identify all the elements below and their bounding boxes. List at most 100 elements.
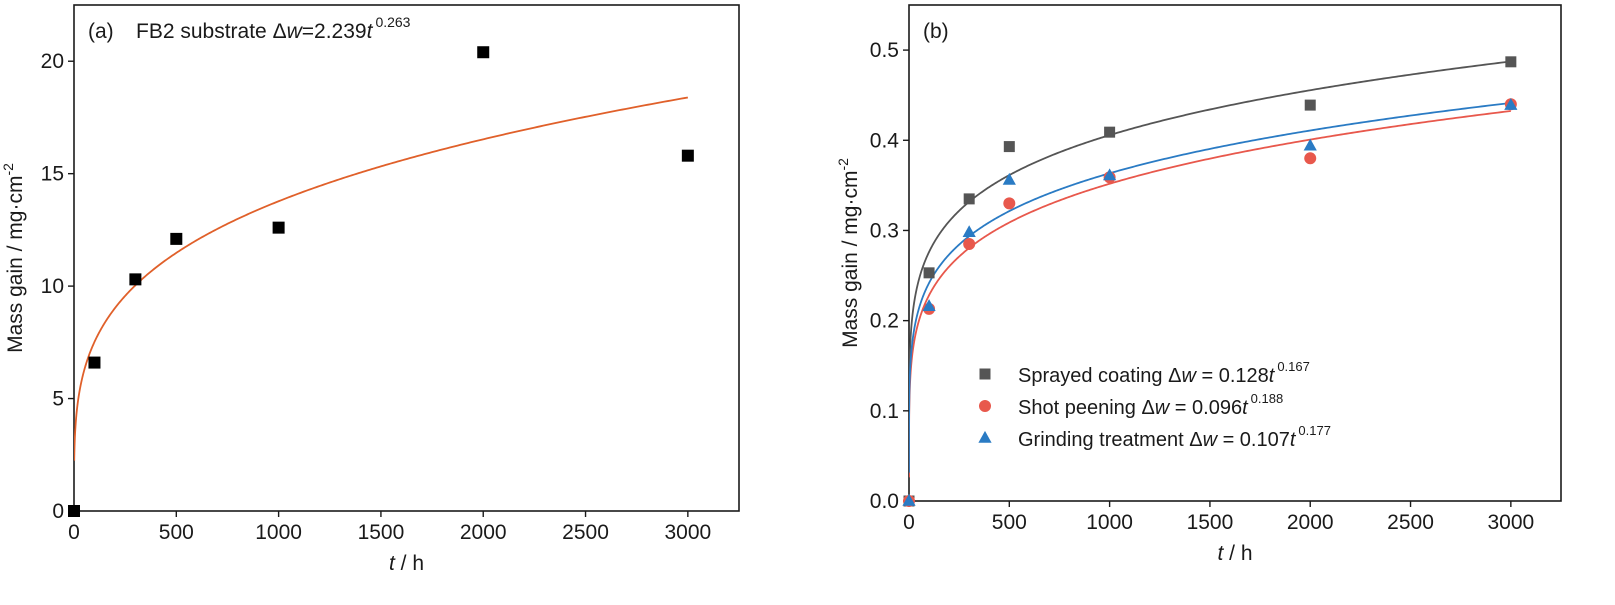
legend-series-name: Sprayed coating [1018, 365, 1168, 387]
data-point [477, 46, 490, 59]
plot-frame [908, 4, 1562, 502]
legend-t: t [1269, 365, 1276, 387]
y-tick-label: 0.4 [870, 129, 900, 152]
x-axis-var: t [389, 552, 396, 575]
legend-entry: Shot peening Δw = 0.096t 0.188 [1018, 391, 1283, 419]
y-tick-label: 0 [52, 500, 64, 523]
data-point [1002, 172, 1016, 185]
fit-curve-1 [909, 60, 1511, 465]
x-tick-label: 1000 [255, 521, 302, 544]
legend-delta: Δ [1141, 397, 1154, 419]
data-point [1104, 126, 1116, 138]
y-axis-exponent: -2 [835, 158, 851, 171]
legend-series-name: Shot peening [1018, 397, 1141, 419]
y-axis-text: Mass gain / mg·cm [4, 176, 27, 353]
legend-delta: Δ [1189, 429, 1202, 451]
x-axis-label: t / h [1217, 542, 1252, 565]
legend-w: w [1181, 365, 1197, 387]
panel-label: (b) [923, 20, 949, 43]
y-axis-text: Mass gain / mg·cm [839, 171, 862, 348]
legend-entry: Sprayed coating Δw = 0.128t 0.167 [1018, 359, 1310, 387]
equation-w: w [287, 20, 304, 43]
fit-equation: FB2 substrate Δw=2.239t 0.263 [136, 14, 411, 43]
y-axis-label: Mass gain / mg·cm-2 [0, 163, 27, 353]
y-tick-label: 5 [52, 388, 64, 411]
data-point [88, 356, 101, 369]
legend-marker [978, 430, 992, 443]
y-tick-label: 0.1 [870, 400, 899, 423]
legend-delta: Δ [1168, 365, 1181, 387]
y-tick-label: 0.2 [870, 310, 899, 333]
equation-delta: Δ [273, 20, 287, 43]
data-point [963, 193, 975, 205]
equation-exponent: 0.263 [375, 14, 410, 30]
data-point [1304, 99, 1316, 111]
legend-exponent: 0.167 [1277, 359, 1310, 374]
legend-exponent: 0.177 [1298, 423, 1331, 438]
equation-prefix: FB2 substrate [136, 20, 273, 43]
panel-b: 0 500 1000 1500 2000 2500 3000 0.0 0.1 0.2 0.3 0.4 0… [835, 4, 1562, 565]
plot-frame [73, 4, 740, 512]
fit-curve-2 [909, 110, 1511, 478]
y-axis-exponent: -2 [0, 163, 16, 176]
x-tick-label: 500 [159, 521, 194, 544]
x-tick-label: 1500 [1187, 511, 1234, 534]
data-point [963, 237, 976, 250]
data-point [1304, 152, 1317, 165]
x-axis-unit: / h [1223, 542, 1252, 565]
x-tick-label: 2500 [562, 521, 609, 544]
legend-entry: Grinding treatment Δw = 0.107t 0.177 [1018, 423, 1331, 451]
data-point [962, 225, 976, 238]
data-point [922, 299, 936, 311]
x-tick-label: 2000 [460, 521, 507, 544]
x-tick-label: 1000 [1086, 511, 1133, 534]
data-point [923, 267, 935, 279]
legend-marker [979, 400, 991, 412]
fit-curve [74, 96, 689, 461]
data-point [1103, 168, 1117, 181]
x-tick-label: 0 [903, 511, 915, 534]
legend-w: w [1155, 397, 1171, 419]
legend-series-name: Grinding treatment [1018, 429, 1189, 451]
legend-exponent: 0.188 [1251, 391, 1284, 406]
data-point [170, 232, 183, 245]
x-tick-label: 0 [68, 521, 80, 544]
legend-t: t [1290, 429, 1297, 451]
data-point [1505, 56, 1517, 68]
y-tick-label: 20 [41, 50, 64, 73]
x-tick-label: 3000 [1487, 511, 1534, 534]
x-axis-unit: / h [395, 552, 424, 575]
y-tick-label: 15 [41, 163, 64, 186]
x-tick-label: 2500 [1387, 511, 1434, 534]
equation-coefficient: =2.239 [302, 20, 367, 43]
panel-a: 0 500 1000 1500 2000 2500 3000 0 5 10 15 20 t / h Mas… [0, 4, 740, 575]
y-tick-label: 10 [41, 275, 64, 298]
y-tick-label: 0.3 [870, 219, 899, 242]
y-tick-label: 0.5 [870, 39, 899, 62]
equation-t: t [367, 20, 374, 43]
x-tick-label: 2000 [1287, 511, 1334, 534]
x-axis-var: t [1217, 542, 1224, 565]
y-axis-label: Mass gain / mg·cm-2 [835, 158, 862, 348]
data-point [1303, 138, 1317, 151]
y-tick-label: 0.0 [870, 490, 899, 513]
x-axis-label: t / h [389, 552, 424, 575]
x-tick-label: 3000 [664, 521, 711, 544]
legend-t: t [1242, 397, 1249, 419]
data-point [902, 493, 916, 506]
legend-coefficient: = 0.128 [1196, 365, 1269, 387]
data-point [1003, 141, 1015, 153]
data-point [129, 273, 142, 286]
data-point [1003, 197, 1016, 210]
legend-coefficient: = 0.096 [1169, 397, 1242, 419]
x-tick-label: 500 [992, 511, 1027, 534]
data-point [681, 149, 694, 162]
legend-w: w [1203, 429, 1219, 451]
legend-coefficient: = 0.107 [1217, 429, 1290, 451]
x-tick-label: 1500 [358, 521, 405, 544]
panel-label: (a) [88, 20, 114, 43]
data-point [272, 221, 285, 234]
legend-marker [979, 368, 991, 380]
data-point [68, 505, 80, 517]
